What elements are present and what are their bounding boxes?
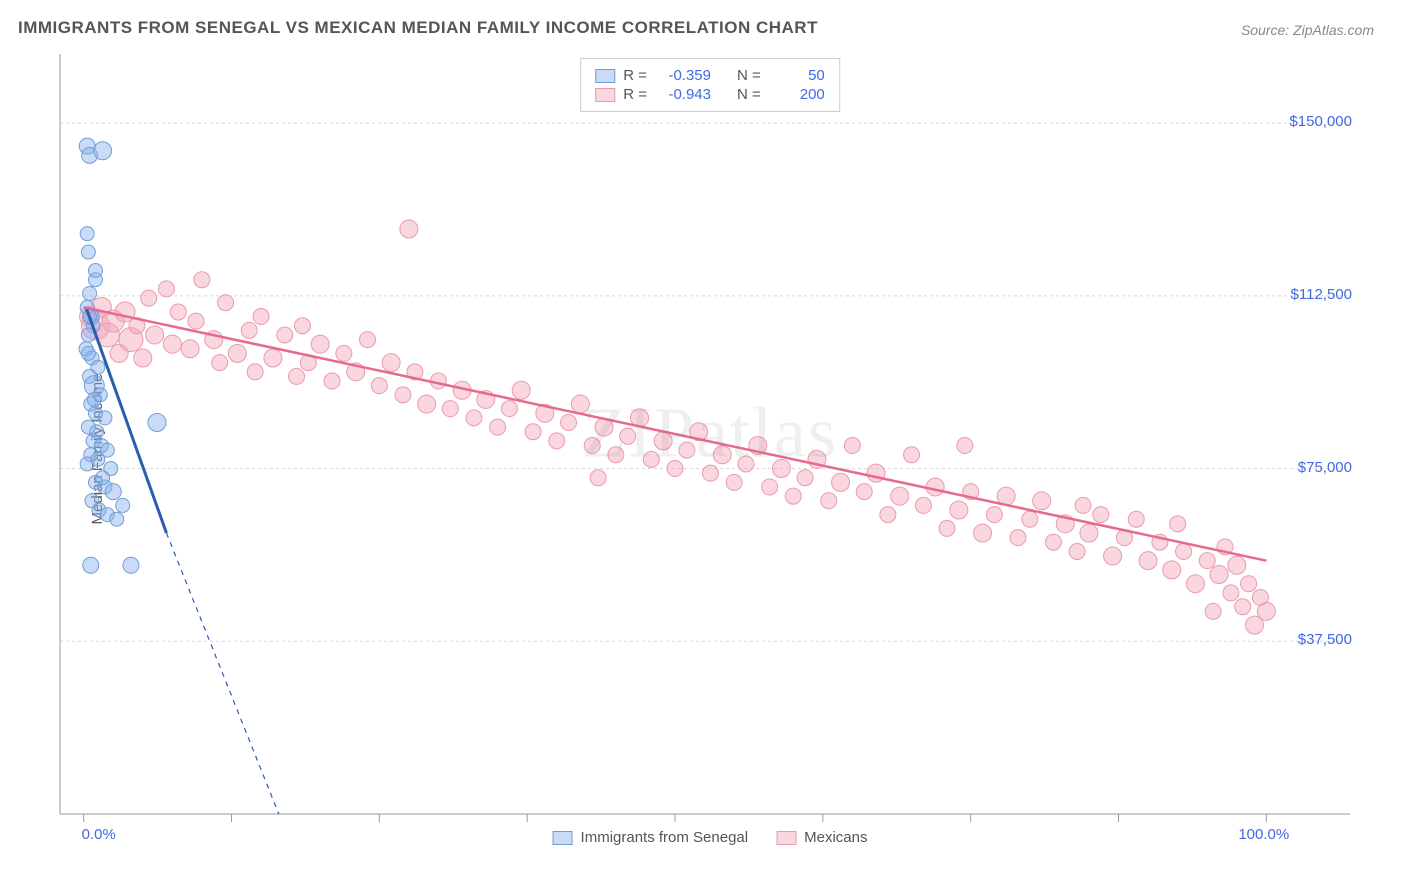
swatch-icon [595, 69, 615, 83]
source-attribution: Source: ZipAtlas.com [1241, 22, 1374, 38]
x-tick-label: 0.0% [82, 826, 116, 843]
r-label: R = [623, 86, 647, 103]
y-tick-label: $37,500 [1298, 631, 1352, 648]
swatch-icon [553, 831, 573, 845]
legend-item-senegal: Immigrants from Senegal [553, 829, 749, 846]
stats-row-mexicans: R = -0.943 N = 200 [595, 86, 825, 103]
scatter-plot [50, 54, 1370, 844]
legend-label: Immigrants from Senegal [581, 829, 749, 846]
chart-area: Median Family Income ZIPatlas $37,500$75… [50, 54, 1370, 844]
n-label: N = [737, 67, 761, 84]
x-tick-label: 100.0% [1238, 826, 1289, 843]
bottom-legend: Immigrants from Senegal Mexicans [553, 829, 868, 846]
correlation-stats-box: R = -0.359 N = 50 R = -0.943 N = 200 [580, 58, 840, 112]
y-tick-label: $112,500 [1291, 286, 1352, 303]
r-value-mexicans: -0.943 [655, 86, 711, 103]
y-tick-label: $150,000 [1289, 113, 1352, 130]
chart-title: IMMIGRANTS FROM SENEGAL VS MEXICAN MEDIA… [18, 18, 818, 38]
swatch-icon [776, 831, 796, 845]
legend-label: Mexicans [804, 829, 867, 846]
n-label: N = [737, 86, 761, 103]
n-value-senegal: 50 [769, 67, 825, 84]
legend-item-mexicans: Mexicans [776, 829, 867, 846]
y-tick-label: $75,000 [1298, 459, 1352, 476]
r-value-senegal: -0.359 [655, 67, 711, 84]
n-value-mexicans: 200 [769, 86, 825, 103]
swatch-icon [595, 88, 615, 102]
stats-row-senegal: R = -0.359 N = 50 [595, 67, 825, 84]
r-label: R = [623, 67, 647, 84]
